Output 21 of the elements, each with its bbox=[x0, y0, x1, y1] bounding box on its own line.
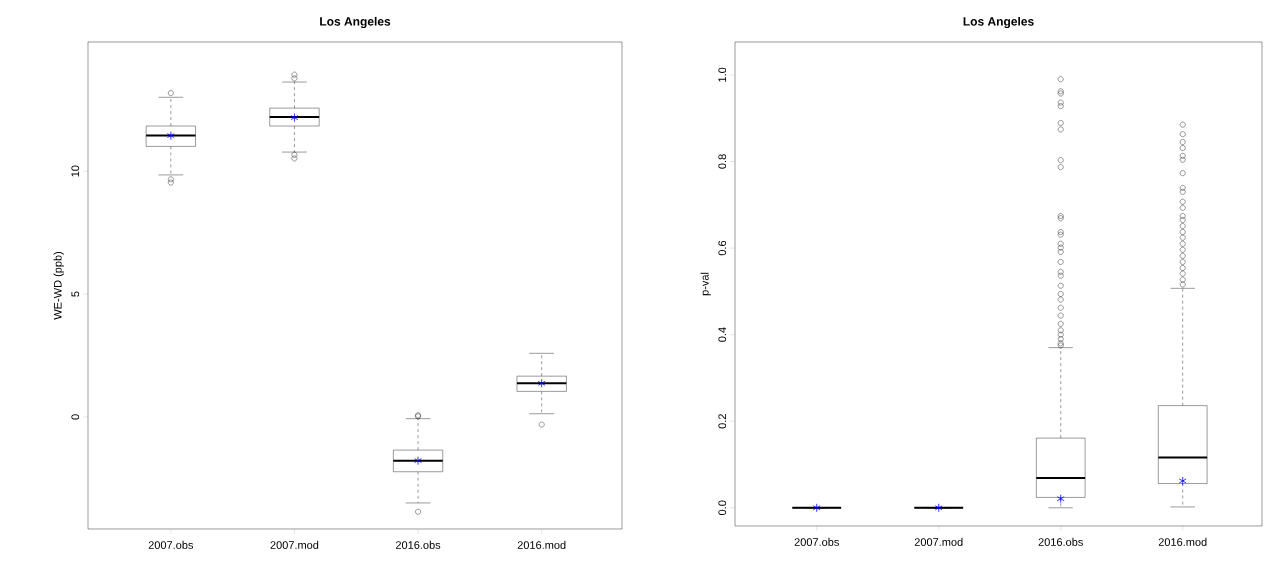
x-tick-label: 2007.obs bbox=[794, 537, 839, 546]
y-tick-label: 0.2 bbox=[718, 414, 727, 429]
y-tick-label: 0.8 bbox=[718, 154, 727, 169]
y-tick-label: 0.0 bbox=[718, 500, 727, 516]
x-tick-label: 2007.obs bbox=[148, 540, 194, 549]
x-tick-label: 2016.mod bbox=[517, 540, 566, 549]
y-tick-label: 10 bbox=[71, 165, 80, 177]
chart-title: Los Angeles bbox=[963, 16, 1034, 29]
x-tick-label: 2016.obs bbox=[1038, 537, 1083, 546]
y-axis-title: p-val bbox=[700, 272, 711, 296]
x-tick-label: 2016.mod bbox=[1158, 537, 1207, 546]
y-tick-label: 0.4 bbox=[718, 327, 727, 342]
y-tick-label: 1.0 bbox=[718, 67, 727, 82]
y-tick-label: 0.6 bbox=[718, 240, 727, 256]
x-tick-label: 2016.obs bbox=[395, 540, 441, 549]
y-tick-label: 0 bbox=[71, 414, 80, 420]
x-tick-label: 2007.mod bbox=[914, 537, 963, 546]
y-axis-title: WE-WD (ppb) bbox=[53, 251, 64, 320]
y-tick-label: 5 bbox=[71, 291, 80, 297]
x-tick-label: 2007.mod bbox=[270, 540, 319, 549]
chart-title: Los Angeles bbox=[320, 16, 391, 29]
